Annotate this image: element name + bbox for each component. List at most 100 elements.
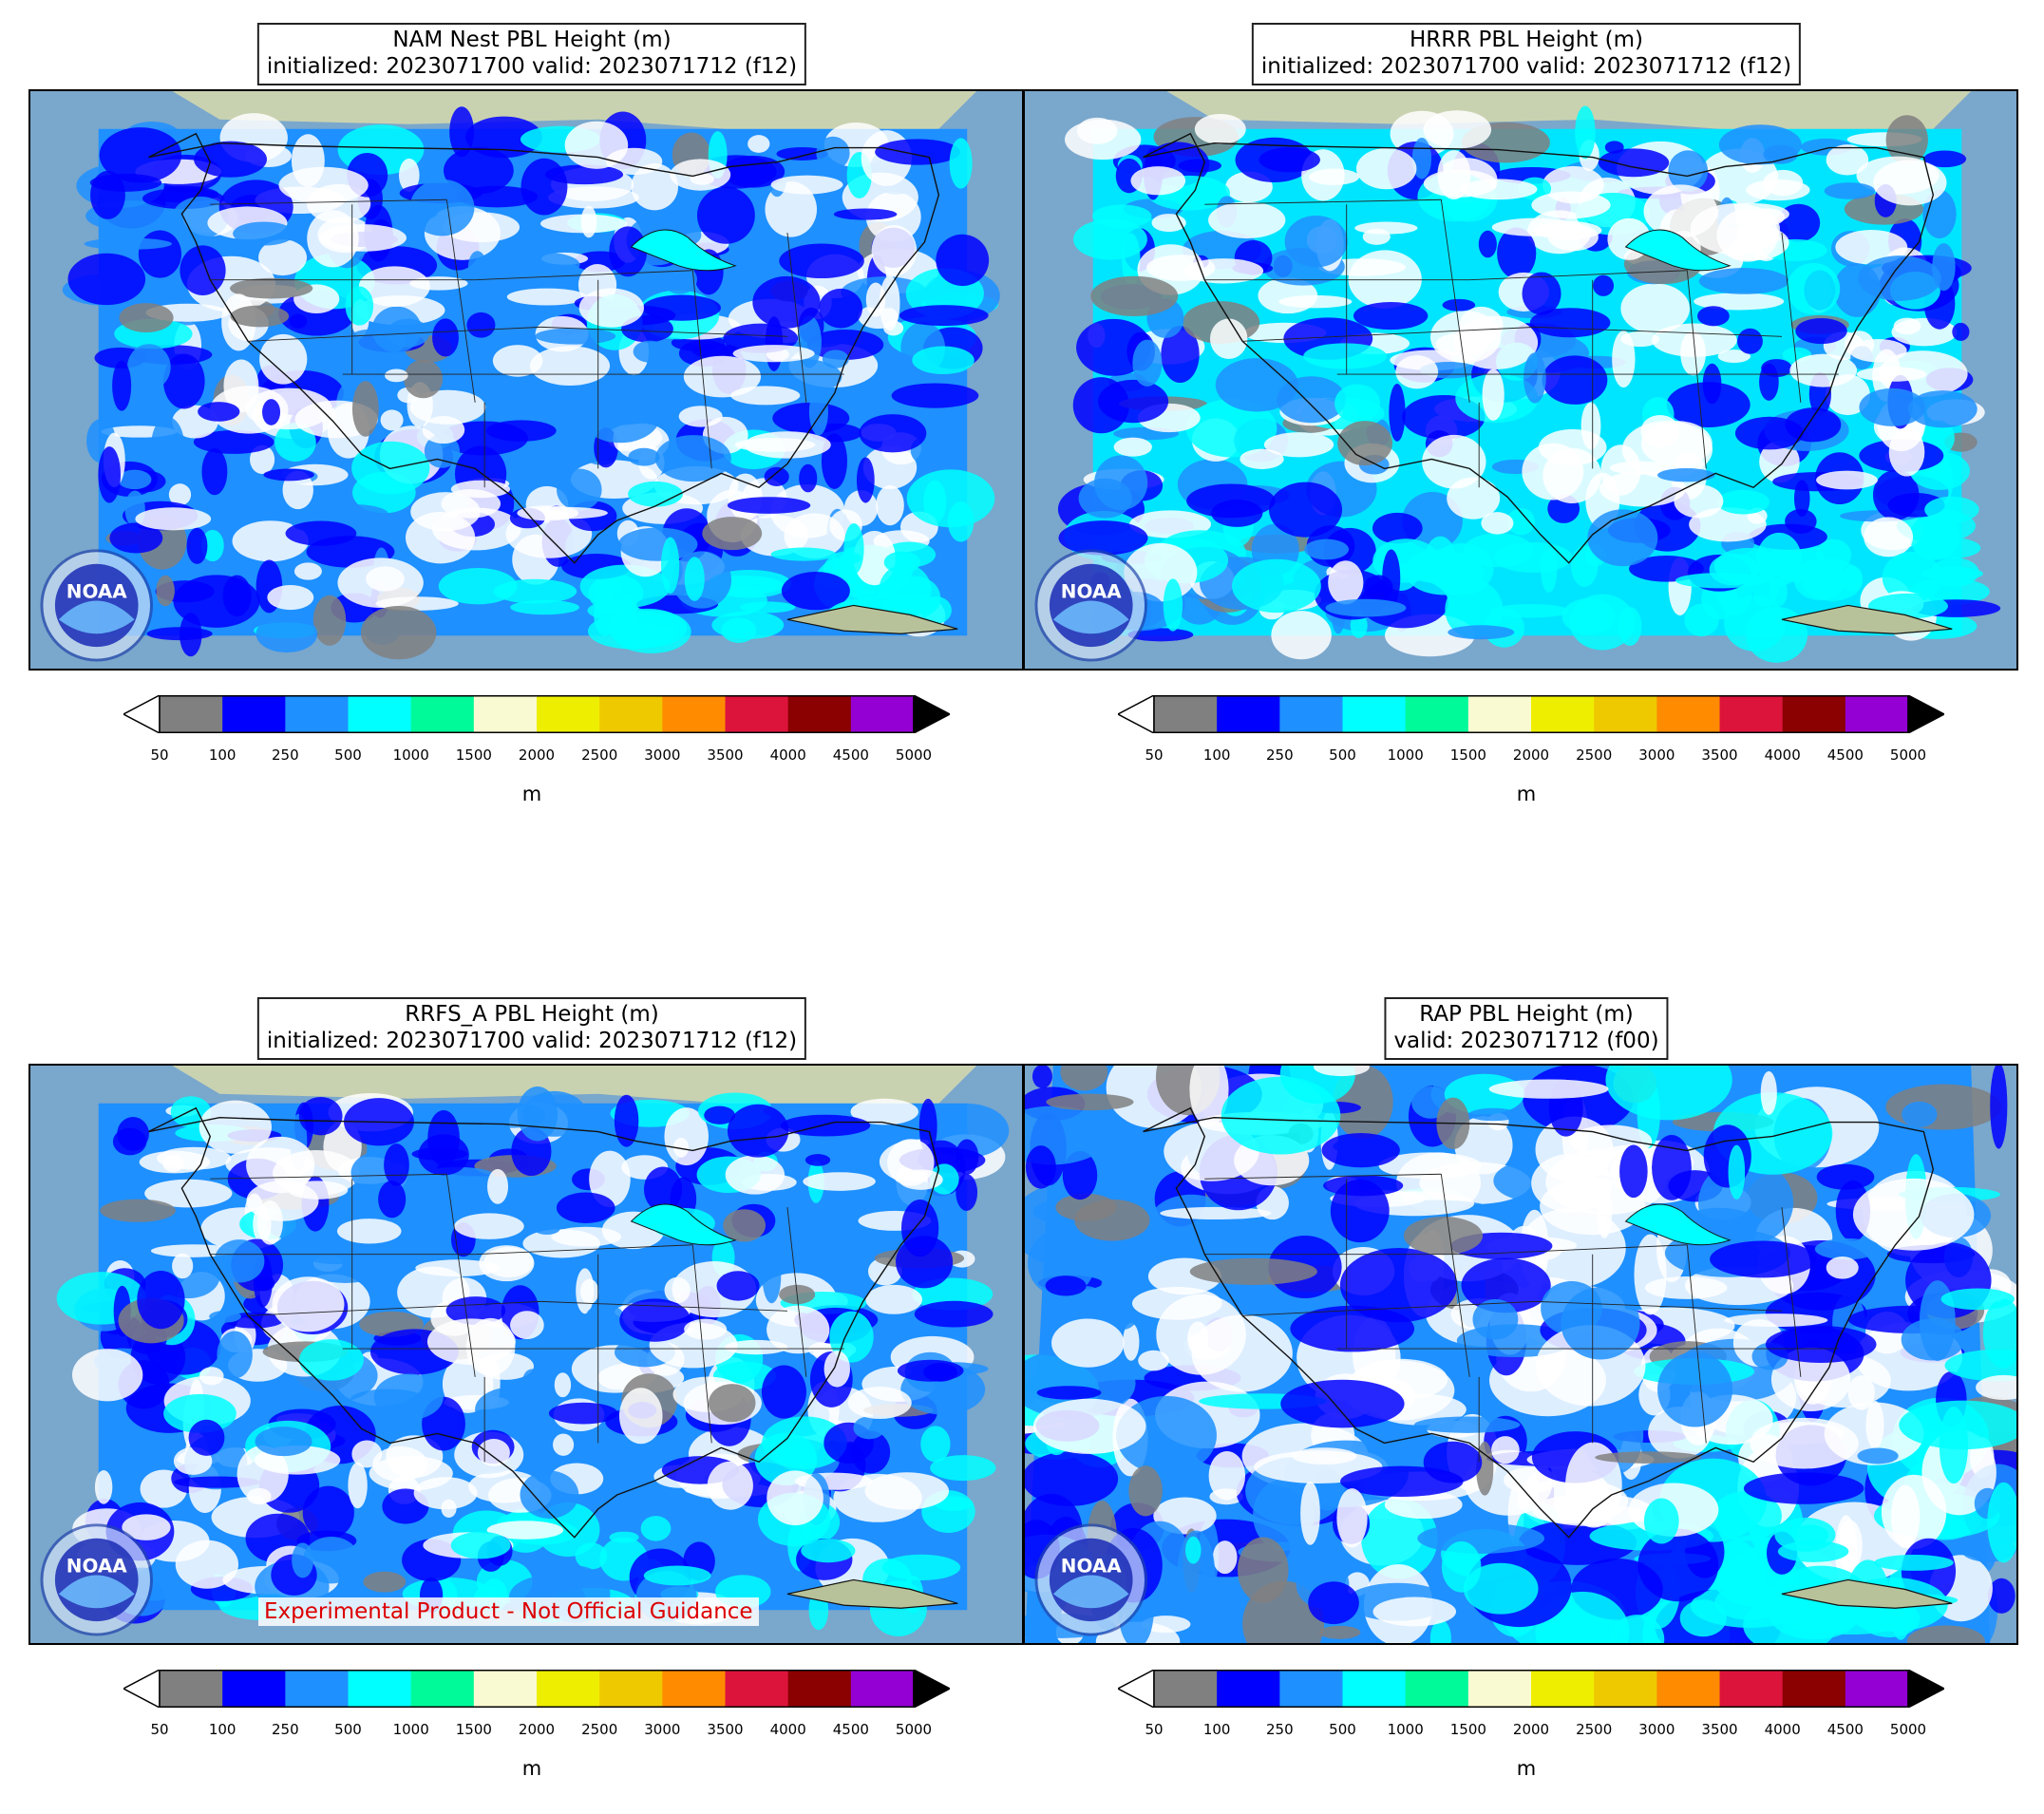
colorbar-tick-label: 50	[1145, 1721, 1164, 1738]
great-lakes	[630, 229, 737, 272]
colorbar-tick-label: 500	[334, 746, 362, 764]
colorbar-unit-label: m	[521, 1757, 542, 1780]
colorbar-tick-label: 4000	[769, 746, 806, 764]
great-lakes	[1624, 229, 1732, 272]
title-line-1: NAM Nest PBL Height (m)	[392, 28, 672, 52]
colorbar-tick-label: 5000	[1889, 1721, 1927, 1738]
colorbar-tick-label: 50	[1145, 746, 1164, 764]
colorbar-segment	[410, 695, 475, 733]
colorbar-outline	[159, 1670, 915, 1708]
state-borders	[1204, 198, 1839, 488]
colorbar-unit-label: m	[1516, 783, 1537, 805]
colorbar-tick-label: 4000	[1764, 1721, 1801, 1738]
colorbar-tick-label: 3500	[707, 746, 744, 764]
colorbar-outline	[159, 695, 915, 733]
colorbar-tick-label: 4500	[1826, 1721, 1864, 1738]
colorbar-tick-label: 250	[1266, 746, 1294, 764]
map-plot: NOAA	[28, 89, 1024, 671]
colorbar-segment	[222, 1670, 286, 1708]
colorbar-segment	[599, 695, 663, 733]
colorbar-tick-label: 100	[1202, 1721, 1231, 1738]
colorbar-tick-label: 4500	[1826, 746, 1864, 764]
experimental-note: Experimental Product - Not Official Guid…	[258, 1597, 759, 1626]
colorbar-outline	[1153, 1670, 1909, 1708]
colorbar-tick-label: 1000	[392, 746, 429, 764]
colorbar-under-arrow	[1118, 1670, 1155, 1708]
colorbar-segment	[1782, 695, 1846, 733]
colorbar-tick-label: 3000	[644, 746, 681, 764]
colorbar	[123, 1670, 950, 1708]
colorbar-segment	[1656, 1670, 1720, 1708]
colorbar-tick-label: 1000	[392, 1721, 429, 1738]
colorbar-segment	[1594, 1670, 1657, 1708]
colorbar-over-arrow	[913, 1670, 950, 1708]
title-line-2: valid: 2023071712 (f00)	[1393, 1029, 1659, 1053]
colorbar-tick-label: 2000	[518, 1721, 556, 1738]
colorbar-tick-label: 2500	[1576, 1721, 1613, 1738]
map-plot: NOAA Experimental Product - Not Official…	[28, 1064, 1024, 1645]
colorbar-segment	[410, 1670, 475, 1708]
colorbar-under-arrow	[1118, 695, 1155, 733]
colorbar-segment	[725, 1670, 789, 1708]
title-line-1: RRFS_A PBL Height (m)	[405, 1002, 659, 1027]
colorbar-segment	[662, 1670, 726, 1708]
colorbar-tick-label: 100	[208, 1721, 237, 1738]
great-lakes	[630, 1203, 737, 1246]
colorbar-tick-label: 50	[150, 1721, 169, 1738]
colorbar-tick-label: 500	[1329, 1721, 1356, 1738]
colorbar-segment	[1845, 695, 1909, 733]
colorbar-segment	[1217, 695, 1280, 733]
state-borders	[210, 1173, 844, 1463]
panel-hrrr: HRRR PBL Height (m) initialized: 2023071…	[1023, 23, 2030, 840]
colorbar-tick-label: 250	[272, 1721, 299, 1738]
colorbar-tick-label: 1500	[1449, 1721, 1486, 1738]
colorbar-under-arrow	[123, 695, 161, 733]
colorbar-over-arrow	[1907, 695, 1944, 733]
svg-text:NOAA: NOAA	[1061, 1556, 1122, 1578]
colorbar-segment	[1467, 695, 1532, 733]
coastline	[148, 132, 940, 564]
colorbar-segment	[537, 1670, 600, 1708]
noaa-logo-icon: NOAA	[40, 549, 154, 662]
colorbar-tick-label: 5000	[895, 746, 933, 764]
state-borders	[210, 198, 844, 488]
map-plot: NOAA	[1023, 89, 2018, 671]
colorbar-tick-label: 3500	[1701, 746, 1738, 764]
colorbar-over-arrow	[1907, 1670, 1944, 1708]
title-line-2: initialized: 2023071700 valid: 202307171…	[1260, 54, 1792, 79]
svg-text:NOAA: NOAA	[66, 1556, 127, 1578]
colorbar-outline	[1153, 695, 1909, 733]
panel-nam-nest: NAM Nest PBL Height (m) initialized: 202…	[28, 23, 1035, 840]
colorbar-tick-label: 2500	[1576, 746, 1613, 764]
colorbar-tick-label: 500	[1329, 746, 1356, 764]
colorbar-segment	[1656, 695, 1720, 733]
colorbar-ticks: 50 100 250 500 1000 1500 2000 2500 3000 3500 4000 4…	[1023, 1721, 2030, 1740]
colorbar-segment	[160, 695, 223, 733]
colorbar-tick-label: 5000	[895, 1721, 933, 1738]
colorbar-segment	[348, 1670, 412, 1708]
colorbar-segment	[599, 1670, 663, 1708]
pbl-height-field	[62, 106, 1000, 660]
colorbar-segment	[348, 695, 412, 733]
colorbar-over-arrow	[913, 695, 950, 733]
colorbar-segment	[1279, 1670, 1343, 1708]
title-line-1: RAP PBL Height (m)	[1419, 1002, 1634, 1027]
coastline	[1143, 1106, 1935, 1539]
map-plot: NOAA	[1023, 1064, 2018, 1645]
colorbar-tick-label: 100	[1202, 746, 1231, 764]
colorbar-tick-label: 3000	[1638, 1721, 1675, 1738]
colorbar-segment	[1405, 695, 1469, 733]
colorbar-segment	[1719, 695, 1784, 733]
colorbar-segment	[1782, 1670, 1846, 1708]
noaa-logo-icon: NOAA	[1034, 1523, 1148, 1636]
colorbar-segment	[1845, 1670, 1909, 1708]
colorbar-tick-label: 4000	[769, 1721, 806, 1738]
colorbar-segment	[285, 695, 349, 733]
colorbar-under-arrow	[123, 1670, 161, 1708]
colorbar-tick-label: 2000	[518, 746, 556, 764]
colorbar-tick-label: 100	[208, 746, 237, 764]
colorbar-tick-label: 3000	[644, 1721, 681, 1738]
colorbar-tick-label: 1000	[1387, 746, 1424, 764]
colorbar	[1118, 1670, 1944, 1708]
colorbar-segment	[1154, 695, 1218, 733]
